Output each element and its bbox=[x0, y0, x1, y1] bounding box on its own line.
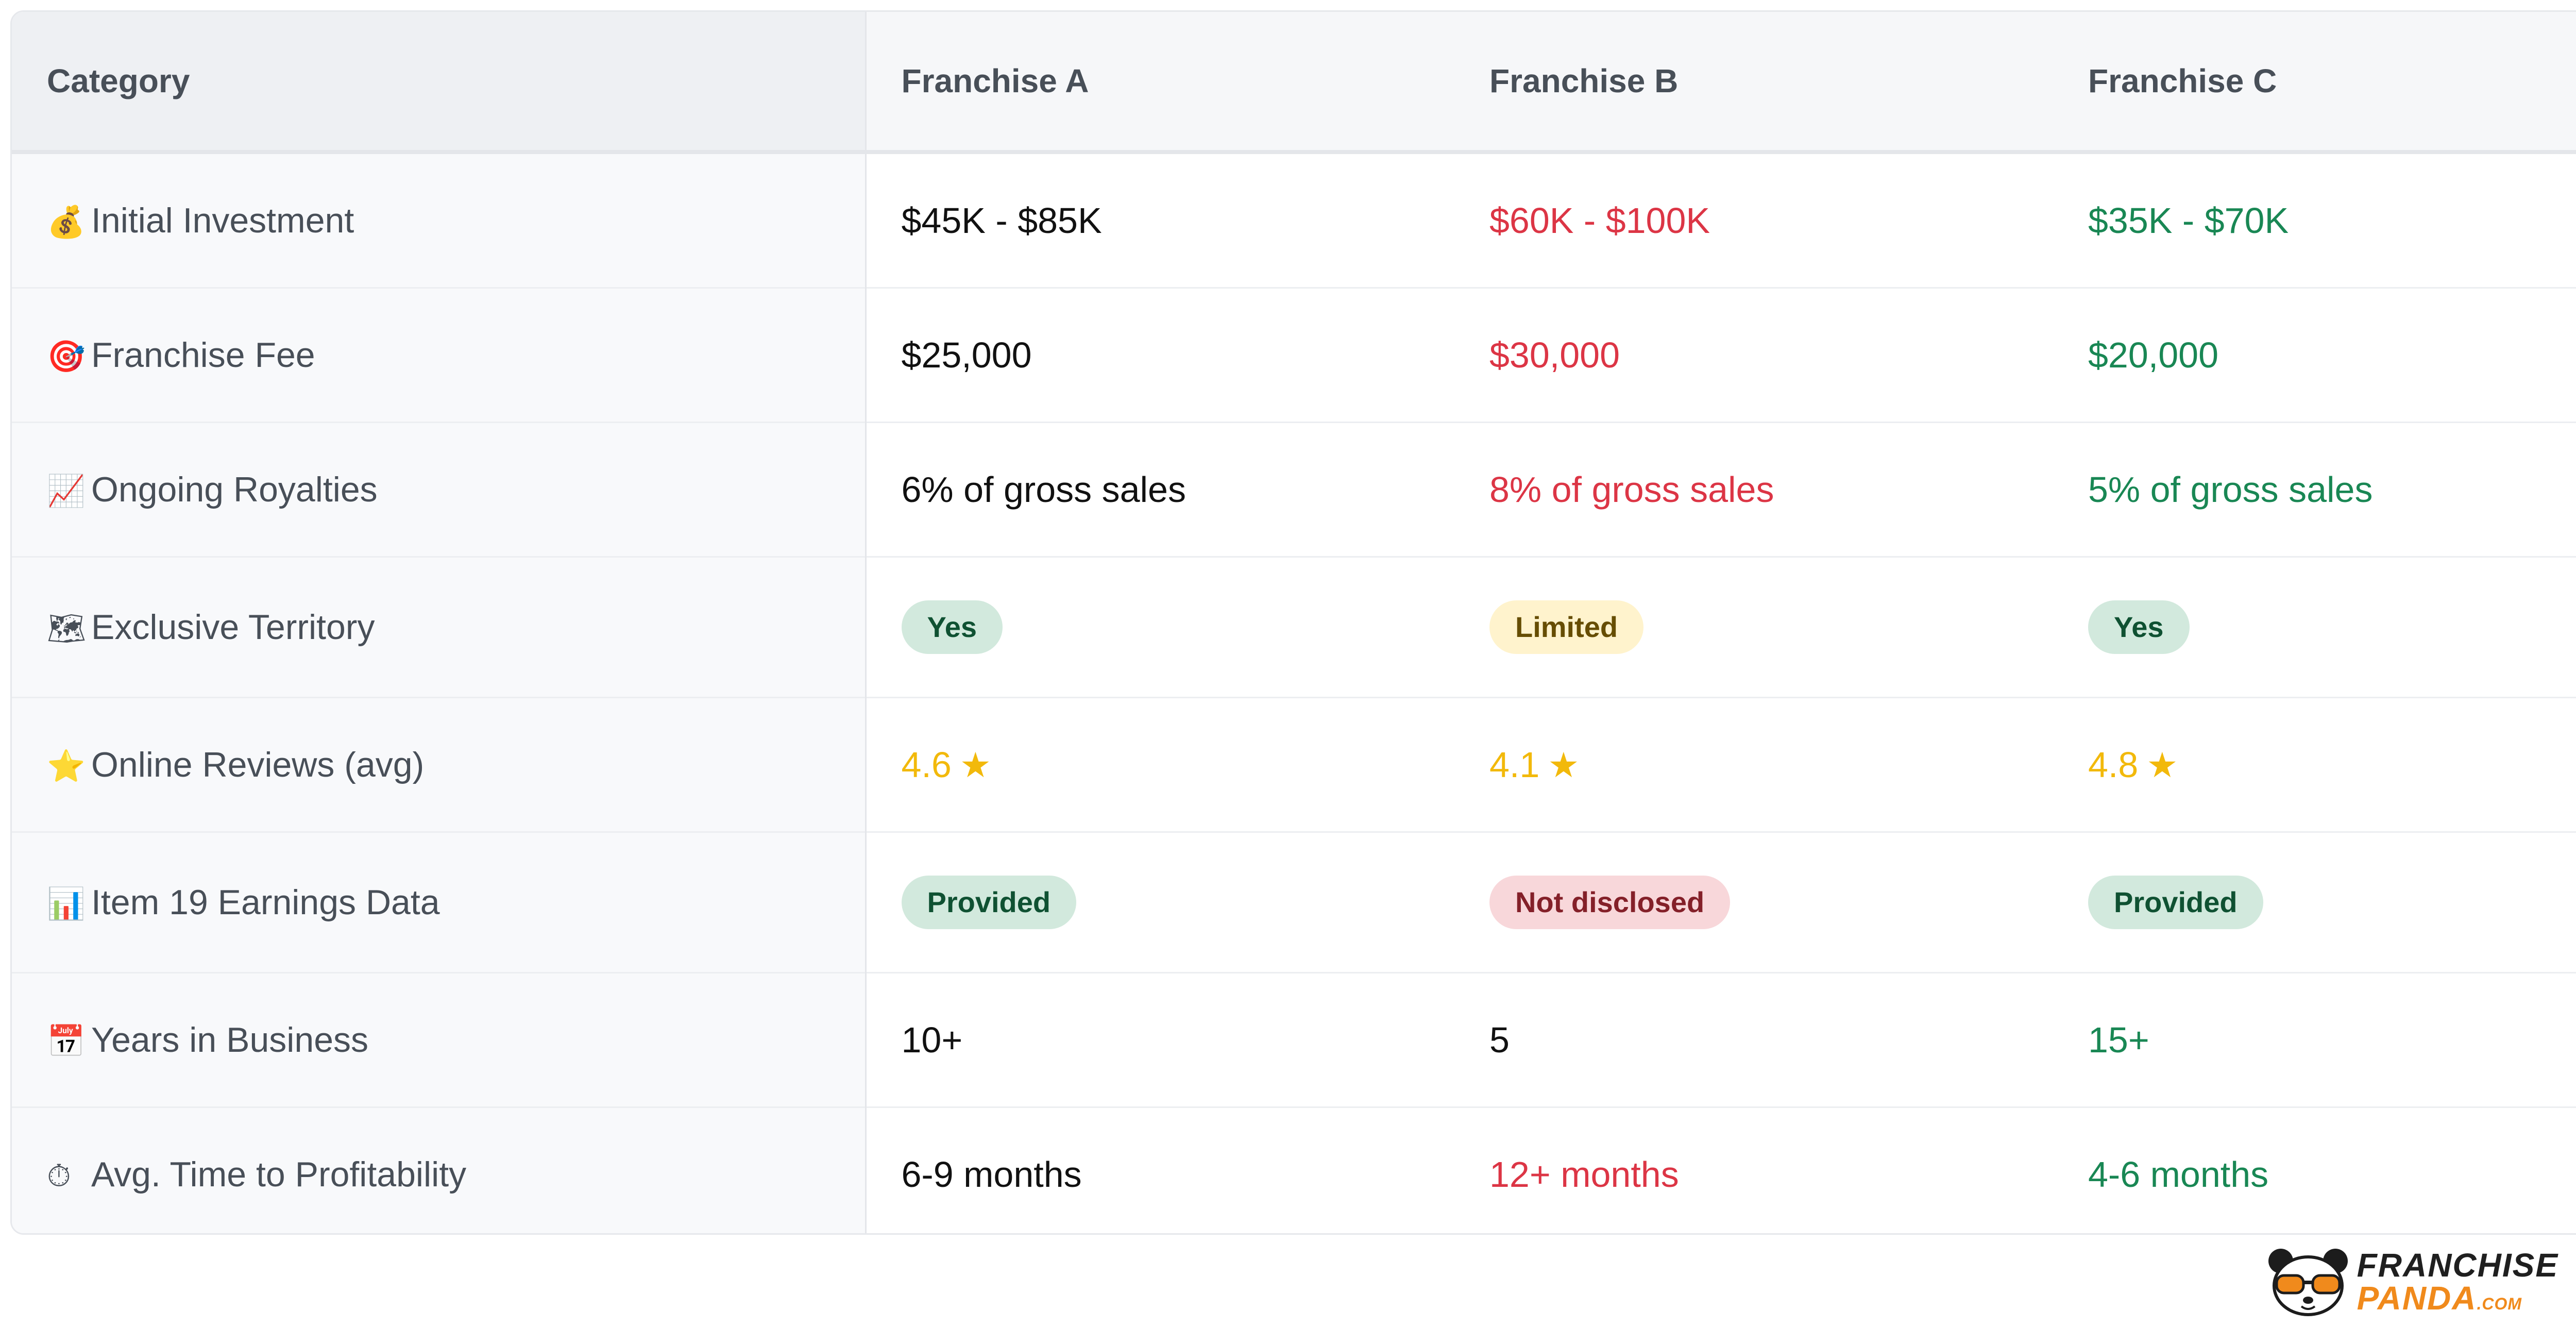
category-label: Item 19 Earnings Data bbox=[91, 883, 440, 922]
brand-panda-text: PANDA bbox=[2357, 1280, 2477, 1317]
calendar-icon: 📅 bbox=[47, 1023, 86, 1060]
value-cell-franchise-c: Provided bbox=[2053, 831, 2576, 973]
status-badge: Provided bbox=[901, 876, 1077, 929]
category-cell: ⏱ Avg. Time to Profitability bbox=[12, 1106, 867, 1233]
value-cell-franchise-b: Not disclosed bbox=[1454, 831, 2053, 973]
category-label: Franchise Fee bbox=[91, 335, 315, 375]
category-label: Exclusive Territory bbox=[91, 608, 375, 647]
category-cell: 💰 Initial Investment bbox=[12, 151, 867, 288]
rating-cell-franchise-b: 4.1 ★ bbox=[1454, 697, 2053, 832]
chart-increasing-icon: 📈 bbox=[47, 473, 86, 509]
value-cell-franchise-b: 12+ months bbox=[1454, 1106, 2053, 1233]
value-cell-franchise-c: 15+ bbox=[2053, 972, 2576, 1107]
column-header-franchise-c: Franchise C bbox=[2053, 12, 2576, 154]
value-cell-franchise-a: 6-9 months bbox=[866, 1106, 1454, 1233]
value-cell-franchise-a: $25,000 bbox=[866, 287, 1454, 423]
table-row: 💰 Initial Investment $45K - $85K $60K - $… bbox=[12, 151, 2576, 288]
brand-domain-suffix: .COM bbox=[2477, 1295, 2522, 1313]
value-cell-franchise-b: Limited bbox=[1454, 556, 2053, 698]
value-cell-franchise-c: Yes bbox=[2053, 556, 2576, 698]
table-row: 🎯 Franchise Fee $25,000 $30,000 $20,000 bbox=[12, 287, 2576, 423]
rating-value: 4.6 bbox=[901, 744, 952, 785]
rating-star-icon: ★ bbox=[1548, 745, 1580, 786]
value-cell-franchise-a: Yes bbox=[866, 556, 1454, 698]
column-header-category: Category bbox=[12, 12, 867, 154]
value-cell-franchise-b: 8% of gross sales bbox=[1454, 422, 2053, 557]
table-row: 📅 Years in Business 10+ 5 15+ bbox=[12, 972, 2576, 1107]
value-cell-franchise-a: $45K - $85K bbox=[866, 151, 1454, 288]
value-cell-franchise-b: 5 bbox=[1454, 972, 2053, 1107]
money-bag-icon: 💰 bbox=[47, 204, 86, 240]
category-cell: 🗺 Exclusive Territory bbox=[12, 556, 867, 698]
category-label: Initial Investment bbox=[91, 201, 354, 240]
category-cell: ⭐ Online Reviews (avg) bbox=[12, 697, 867, 832]
brand-wordmark: FRANCHISE PANDA.COM bbox=[2357, 1249, 2558, 1315]
bar-chart-icon: 📊 bbox=[47, 886, 86, 922]
status-badge: Yes bbox=[2088, 600, 2190, 654]
category-cell: 🎯 Franchise Fee bbox=[12, 287, 867, 423]
stopwatch-icon: ⏱ bbox=[47, 1158, 71, 1194]
panda-with-sunglasses-icon bbox=[2268, 1249, 2348, 1316]
category-label: Ongoing Royalties bbox=[91, 470, 378, 509]
rating-cell-franchise-a: 4.6 ★ bbox=[866, 697, 1454, 832]
rating-star-icon: ★ bbox=[959, 745, 991, 786]
value-cell-franchise-a: 10+ bbox=[866, 972, 1454, 1107]
status-badge: Yes bbox=[901, 600, 1003, 654]
value-cell-franchise-a: 6% of gross sales bbox=[866, 422, 1454, 557]
comparison-table-card: Category Franchise A Franchise B Franchi… bbox=[10, 10, 2576, 1235]
category-cell: 📈 Ongoing Royalties bbox=[12, 422, 867, 557]
category-label: Years in Business bbox=[91, 1020, 369, 1060]
table-row: 📊 Item 19 Earnings Data Provided Not disc… bbox=[12, 831, 2576, 973]
brand-line-panda: PANDA.COM bbox=[2357, 1282, 2558, 1315]
value-cell-franchise-c: 5% of gross sales bbox=[2053, 422, 2576, 557]
category-cell: 📅 Years in Business bbox=[12, 972, 867, 1107]
category-cell: 📊 Item 19 Earnings Data bbox=[12, 831, 867, 973]
column-header-franchise-b: Franchise B bbox=[1454, 12, 2053, 154]
value-cell-franchise-c: 4-6 months bbox=[2053, 1106, 2576, 1233]
rating-value: 4.1 bbox=[1489, 744, 1540, 785]
brand-line-franchise: FRANCHISE bbox=[2357, 1247, 2558, 1284]
rating-cell-franchise-c: 4.8 ★ bbox=[2053, 697, 2576, 832]
category-label: Avg. Time to Profitability bbox=[91, 1155, 467, 1194]
franchise-comparison-table: Category Franchise A Franchise B Franchi… bbox=[12, 12, 2576, 1233]
status-badge: Provided bbox=[2088, 876, 2263, 929]
world-map-icon: 🗺 bbox=[47, 611, 87, 647]
target-icon: 🎯 bbox=[47, 339, 86, 375]
star-icon: ⭐ bbox=[47, 748, 86, 784]
table-header-row: Category Franchise A Franchise B Franchi… bbox=[12, 12, 2576, 154]
status-badge: Not disclosed bbox=[1489, 876, 1731, 929]
table-row: ⭐ Online Reviews (avg) 4.6 ★ 4.1 ★ 4.8 ★ bbox=[12, 697, 2576, 832]
column-header-franchise-a: Franchise A bbox=[866, 12, 1454, 154]
category-label: Online Reviews (avg) bbox=[91, 745, 425, 784]
value-cell-franchise-a: Provided bbox=[866, 831, 1454, 973]
table-row: 🗺 Exclusive Territory Yes Limited Yes bbox=[12, 556, 2576, 698]
value-cell-franchise-b: $60K - $100K bbox=[1454, 151, 2053, 288]
rating-value: 4.8 bbox=[2088, 744, 2139, 785]
franchise-panda-logo[interactable]: FRANCHISE PANDA.COM bbox=[2264, 1246, 2558, 1318]
value-cell-franchise-c: $20,000 bbox=[2053, 287, 2576, 423]
value-cell-franchise-c: $35K - $70K bbox=[2053, 151, 2576, 288]
status-badge: Limited bbox=[1489, 600, 1644, 654]
table-row: ⏱ Avg. Time to Profitability 6-9 months 1… bbox=[12, 1106, 2576, 1233]
rating-star-icon: ★ bbox=[2146, 745, 2178, 786]
value-cell-franchise-b: $30,000 bbox=[1454, 287, 2053, 423]
table-row: 📈 Ongoing Royalties 6% of gross sales 8% … bbox=[12, 422, 2576, 557]
